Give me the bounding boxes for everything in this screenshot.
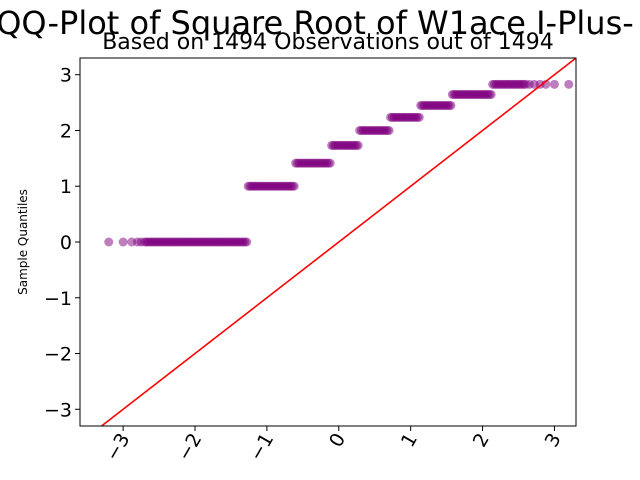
y-axis-label: Sample Quantiles	[16, 189, 30, 295]
y-tick-label: 3	[60, 65, 72, 87]
data-point	[289, 181, 299, 191]
data-point	[446, 100, 456, 110]
data-point	[242, 237, 252, 247]
chart-title: QQ-Plot of Square Root of W1ace I-Plus-	[0, 4, 634, 42]
y-tick-label: 1	[60, 176, 72, 198]
y-axis: −3 −2 −1 0 1 2 3	[44, 65, 80, 421]
chart-subtitle: Based on 1494 Observations out of 1494	[102, 30, 554, 55]
reference-line	[100, 58, 576, 426]
y-tick-label: −1	[44, 288, 72, 310]
data-point	[486, 89, 496, 99]
data-point	[118, 237, 128, 247]
y-tick-label: −2	[44, 344, 72, 366]
data-point	[564, 79, 574, 89]
y-tick-label: 2	[60, 120, 72, 142]
data-point	[549, 79, 559, 89]
data-point	[136, 237, 146, 247]
data-point	[325, 158, 335, 168]
y-tick-label: −3	[44, 399, 72, 421]
sample-points	[104, 79, 574, 247]
data-point	[104, 237, 114, 247]
data-point	[414, 112, 424, 122]
y-tick-label: 0	[60, 232, 72, 254]
data-point	[353, 140, 363, 150]
data-point	[541, 79, 551, 89]
data-point	[384, 125, 394, 135]
